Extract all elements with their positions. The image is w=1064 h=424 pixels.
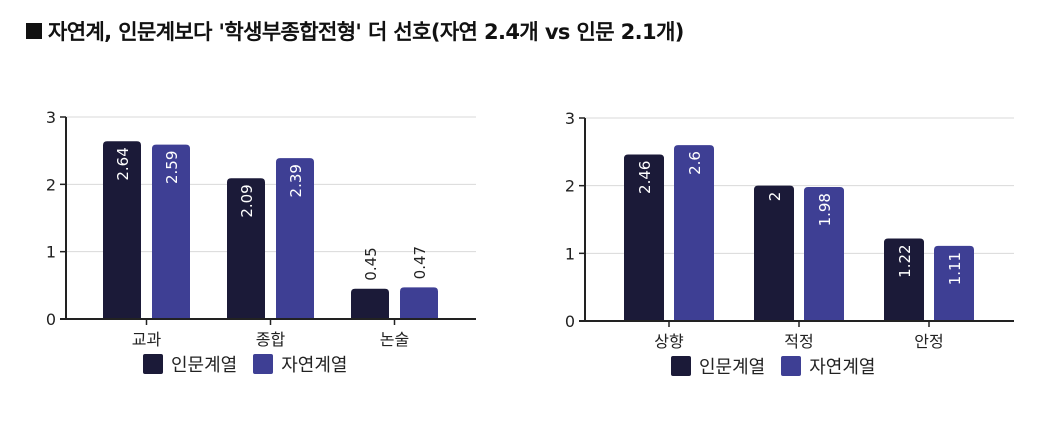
- x-tick-label: 교과: [132, 330, 162, 349]
- bar[interactable]: [624, 154, 664, 321]
- legend-swatch-natural: [781, 356, 802, 376]
- legend-item-natural: 자연계열: [781, 353, 876, 379]
- bar-value-label: 0.47: [411, 246, 429, 279]
- bar[interactable]: [754, 185, 794, 321]
- chart-title: 자연계, 인문계보다 '학생부종합전형' 더 선호(자연 2.4개 vs 인문 …: [26, 16, 684, 46]
- legend-item-humanities: 인문계열: [143, 351, 237, 377]
- bar[interactable]: [400, 287, 438, 319]
- legend-swatch-humanities: [143, 354, 163, 374]
- x-tick-label: 안정: [914, 332, 943, 350]
- bar[interactable]: [884, 238, 924, 321]
- y-tick-label: 0: [46, 310, 56, 329]
- legend-item-humanities: 인문계열: [671, 353, 765, 379]
- bar-value-label: 2.64: [114, 147, 132, 180]
- bar-value-label: 2: [766, 192, 784, 202]
- y-tick-label: 1: [565, 244, 575, 263]
- bar-chart-admission-type: 0 1 2 3 2.64 2.59 교과 2.09 2.39 종합 0.45 0.47 논술: [0, 100, 500, 350]
- y-tick-label: 2: [46, 175, 56, 194]
- bar-value-label: 1.11: [946, 252, 964, 285]
- bar-value-label: 2.6: [686, 151, 704, 175]
- square-bullet-icon: [26, 23, 42, 39]
- legend-item-natural: 자연계열: [253, 351, 348, 377]
- x-tick-label: 논술: [380, 330, 409, 349]
- bar[interactable]: [152, 144, 190, 319]
- bar-value-label: 2.46: [636, 161, 654, 194]
- bar-value-label: 2.09: [238, 184, 256, 217]
- bar-value-label: 2.39: [287, 164, 305, 197]
- x-tick-label: 상향: [654, 332, 684, 350]
- bar-chart-application-level: 0 1 2 3 2.46 2.6 상향 2 1.98 적정 1.22 1.11 안정: [520, 100, 1040, 350]
- bar[interactable]: [276, 158, 314, 319]
- y-tick-label: 3: [46, 108, 56, 127]
- legend-right: 인문계열 자연계열: [671, 353, 892, 379]
- x-tick-label: 적정: [784, 332, 813, 350]
- y-tick-label: 1: [46, 243, 56, 262]
- bar[interactable]: [934, 245, 974, 321]
- bar-value-label: 2.59: [163, 151, 181, 184]
- legend-swatch-natural: [253, 354, 274, 374]
- y-tick-label: 0: [565, 312, 575, 331]
- x-tick-label: 종합: [256, 330, 286, 349]
- bar[interactable]: [351, 288, 389, 319]
- bar[interactable]: [103, 141, 141, 319]
- bar-value-label: 1.22: [896, 244, 914, 277]
- bar-value-label: 1.98: [816, 193, 834, 226]
- bar[interactable]: [227, 178, 265, 319]
- y-tick-label: 2: [565, 177, 575, 196]
- bar[interactable]: [804, 187, 844, 321]
- bar[interactable]: [674, 145, 714, 321]
- y-tick-label: 3: [565, 109, 575, 128]
- legend-left: 인문계열 자연계열: [143, 351, 364, 377]
- bar-value-label: 0.45: [362, 247, 380, 280]
- legend-swatch-humanities: [671, 356, 691, 376]
